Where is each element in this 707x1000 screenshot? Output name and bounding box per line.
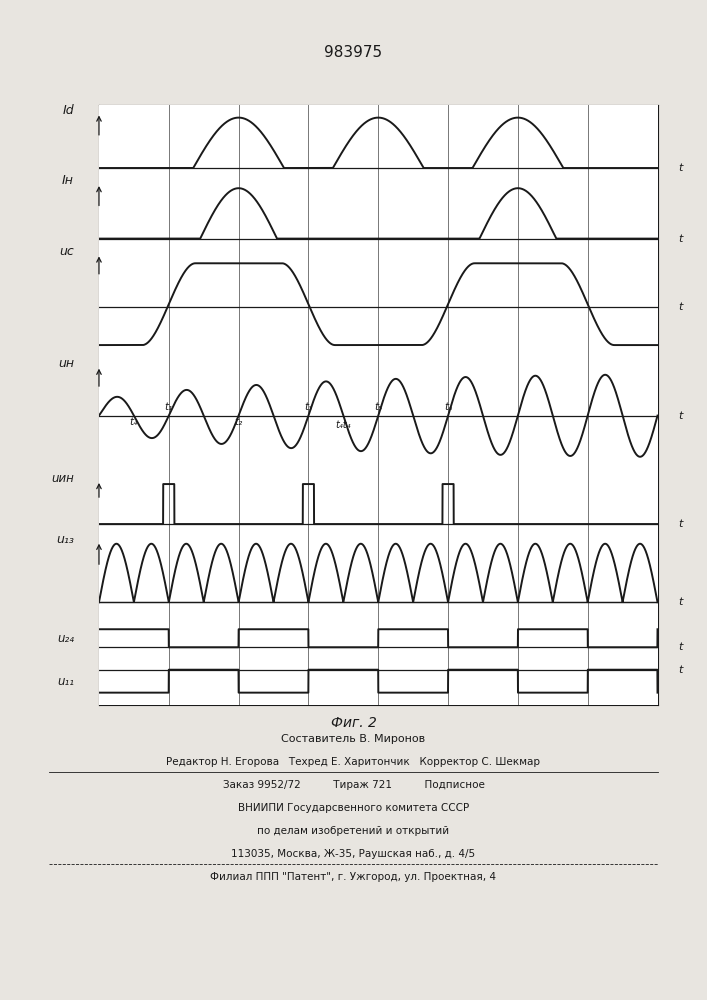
Text: t: t: [679, 163, 683, 173]
Text: t₃: t₃: [304, 402, 312, 412]
Text: t: t: [679, 642, 683, 652]
Text: t₁: t₁: [165, 402, 173, 412]
Text: по делам изобретений и открытий: по делам изобретений и открытий: [257, 826, 450, 836]
Text: tᵤ: tᵤ: [444, 402, 452, 412]
Text: t: t: [679, 597, 683, 607]
Text: u₁₃: u₁₃: [56, 533, 74, 546]
Text: t₂: t₂: [235, 417, 243, 427]
Text: Фиг. 2: Фиг. 2: [331, 716, 376, 730]
Text: uин: uин: [51, 472, 74, 485]
Text: t: t: [679, 302, 683, 312]
Text: t: t: [679, 665, 683, 675]
Text: uс: uс: [59, 245, 74, 258]
Text: t: t: [679, 411, 683, 421]
Text: t: t: [679, 234, 683, 244]
Text: t₄: t₄: [130, 417, 138, 427]
Text: Iн: Iн: [62, 174, 74, 187]
Text: 113035, Москва, Ж-35, Раушская наб., д. 4/5: 113035, Москва, Ж-35, Раушская наб., д. …: [231, 849, 476, 859]
Text: uн: uн: [58, 357, 74, 370]
Text: t: t: [679, 519, 683, 529]
Text: 983975: 983975: [325, 45, 382, 60]
Text: u₂₄: u₂₄: [57, 632, 74, 645]
Text: Id: Id: [62, 104, 74, 117]
Text: ВНИИПИ Государсвенного комитета СССР: ВНИИПИ Государсвенного комитета СССР: [238, 803, 469, 813]
Text: Составитель В. Миронов: Составитель В. Миронов: [281, 734, 426, 744]
Text: u₁₁: u₁₁: [57, 675, 74, 688]
Text: t₅: t₅: [374, 402, 382, 412]
Text: Филиал ППП "Патент", г. Ужгород, ул. Проектная, 4: Филиал ППП "Патент", г. Ужгород, ул. Про…: [211, 872, 496, 882]
Text: Заказ 9952/72          Тираж 721          Подписное: Заказ 9952/72 Тираж 721 Подписное: [223, 780, 484, 790]
Text: t₄t₄: t₄t₄: [336, 420, 351, 430]
Text: Редактор Н. Егорова   Техред Е. Харитончик   Корректор С. Шекмар: Редактор Н. Егорова Техред Е. Харитончик…: [167, 757, 540, 767]
